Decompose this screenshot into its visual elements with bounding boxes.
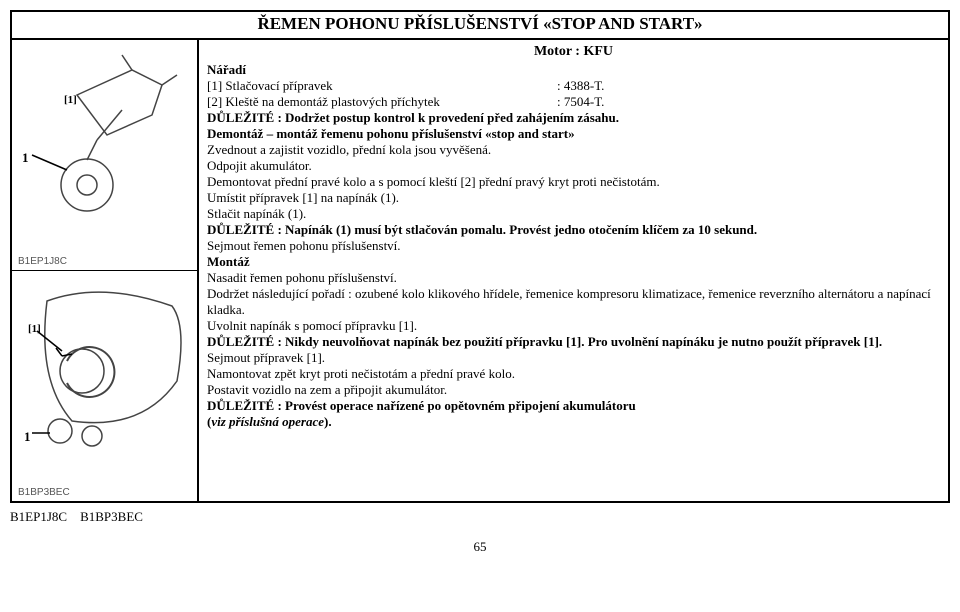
diagram-1: 1 [1] B1EP1J8C: [12, 40, 197, 271]
line-8: Dodržet následující pořadí : ozubené kol…: [207, 286, 940, 318]
line-3: Demontovat přední pravé kolo a s pomocí …: [207, 174, 940, 190]
line-2: Odpojit akumulátor.: [207, 158, 940, 174]
line-11: Namontovat zpět kryt proti nečistotám a …: [207, 366, 940, 382]
diagram-2-callout: [1]: [28, 323, 41, 335]
line-5: Stlačit napínák (1).: [207, 206, 940, 222]
line-7: Nasadit řemen pohonu příslušenství.: [207, 270, 940, 286]
diagram-1-callout: [1]: [64, 94, 77, 106]
disassembly-heading: Demontáž – montáž řemenu pohonu přísluše…: [207, 126, 940, 142]
warning-4: DŮLEŽITÉ : Provést operace nařízené po o…: [207, 398, 940, 414]
document-frame: ŘEMEN POHONU PŘÍSLUŠENSTVÍ «STOP AND STA…: [10, 10, 950, 503]
text-column: Motor : KFU Nářadí [1] Stlačovací přípra…: [198, 39, 948, 501]
line-10: Sejmout přípravek [1].: [207, 350, 940, 366]
line-12: Postavit vozidlo na zem a připojit akumu…: [207, 382, 940, 398]
tool-1-label: [1] Stlačovací přípravek: [207, 78, 557, 94]
warning-1: DŮLEŽITÉ : Dodržet postup kontrol k prov…: [207, 110, 940, 126]
tool-2-label: [2] Kleště na demontáž plastových příchy…: [207, 94, 557, 110]
document-title: ŘEMEN POHONU PŘÍSLUŠENSTVÍ «STOP AND STA…: [12, 12, 948, 39]
diagram-2: [1] 1 B1BP3BEC: [12, 271, 197, 501]
diagram-2-svg: [12, 271, 197, 481]
diagram-2-label: B1BP3BEC: [18, 487, 70, 498]
line-4: Umístit přípravek [1] na napínák (1).: [207, 190, 940, 206]
tool-row-1: [1] Stlačovací přípravek : 4388-T.: [207, 78, 940, 94]
diagram-column: 1 [1] B1EP1J8C [1] 1: [12, 39, 198, 501]
diagram-1-svg: [12, 40, 197, 250]
diagram-1-label: B1EP1J8C: [18, 256, 67, 267]
page-number: 65: [10, 539, 950, 555]
main-table: ŘEMEN POHONU PŘÍSLUŠENSTVÍ «STOP AND STA…: [12, 12, 948, 501]
diagram-1-pointer: 1: [22, 150, 29, 166]
warning-2: DŮLEŽITÉ : Napínák (1) musí být stlačová…: [207, 222, 940, 238]
warning-4b-inner: viz příslušná operace: [211, 414, 324, 429]
motor-line: Motor : KFU: [207, 44, 940, 60]
assembly-heading: Montáž: [207, 254, 940, 270]
warning-3: DŮLEŽITÉ : Nikdy neuvolňovat napínák bez…: [207, 334, 940, 350]
line-1: Zvednout a zajistit vozidlo, přední kola…: [207, 142, 940, 158]
tool-row-2: [2] Kleště na demontáž plastových příchy…: [207, 94, 940, 110]
image-codes: B1EP1J8C B1BP3BEC: [10, 509, 950, 525]
tool-2-code: : 7504-T.: [557, 94, 604, 110]
line-6: Sejmout řemen pohonu příslušenství.: [207, 238, 940, 254]
line-9: Uvolnit napínák s pomocí přípravku [1].: [207, 318, 940, 334]
tool-1-code: : 4388-T.: [557, 78, 604, 94]
diagram-2-pointer: 1: [24, 429, 31, 445]
warning-4b: (viz příslušná operace).: [207, 414, 940, 430]
tools-heading: Nářadí: [207, 62, 940, 78]
